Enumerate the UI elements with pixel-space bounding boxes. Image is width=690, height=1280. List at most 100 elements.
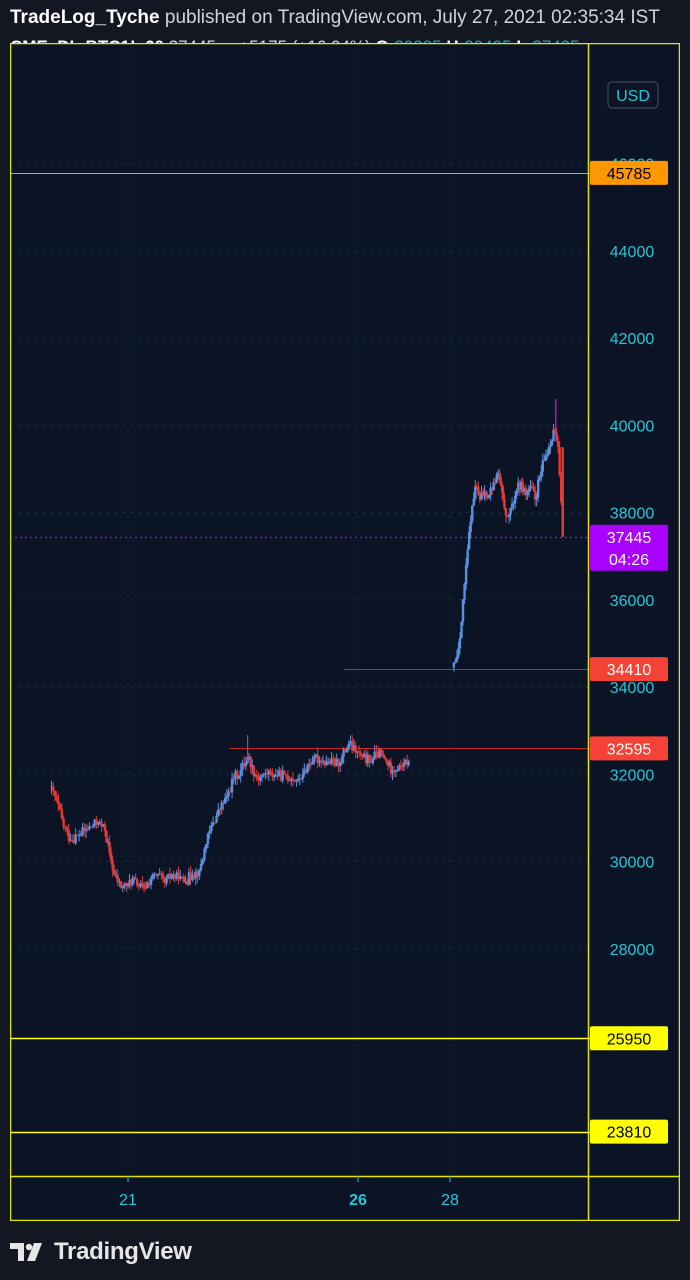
candle-body (500, 481, 503, 487)
candle-body (93, 819, 96, 827)
bar-countdown-text: 04:26 (609, 552, 649, 569)
candle-body (306, 765, 309, 773)
candle-body (349, 741, 352, 744)
candle-body (463, 584, 466, 600)
candle-body (544, 456, 548, 461)
price-level-tag (590, 1026, 668, 1051)
price-level-tag-text: 45785 (607, 166, 652, 183)
candle-body (376, 752, 380, 758)
candle-body (95, 819, 98, 825)
candle-body (203, 848, 206, 860)
candle-body (191, 874, 194, 880)
candle-body (86, 829, 89, 831)
candle-body (304, 769, 308, 773)
price-level-tag-text: 23810 (607, 1125, 652, 1142)
candle-body (399, 765, 403, 767)
candle-body (111, 860, 114, 871)
candle-body (466, 549, 469, 565)
price-tick-label[interactable]: 32000 (610, 767, 655, 784)
candle-body (357, 751, 361, 753)
last-price-tag (590, 524, 668, 571)
candle-body (244, 763, 248, 767)
price-level-tag (590, 160, 668, 185)
author-name[interactable]: TradeLog_Tyche (10, 7, 160, 28)
currency-badge-box[interactable] (607, 81, 659, 109)
candle-body (108, 841, 111, 853)
candle-body (471, 505, 474, 522)
candle-body (388, 762, 391, 766)
price-tick-label[interactable]: 40000 (610, 418, 655, 435)
candle-body (218, 809, 222, 811)
candle-body (326, 761, 330, 763)
price-chart[interactable]: 28000 30000 32000 34000 36000 38000 40000 42000… (10, 43, 680, 1221)
currency-badge-text[interactable]: USD (616, 88, 650, 105)
time-tick-label[interactable]: 28 (441, 1192, 459, 1209)
candle-body (234, 771, 237, 779)
candle-body (173, 874, 177, 879)
candle-body (543, 460, 546, 462)
candle-body (518, 482, 521, 490)
price-tick-label[interactable]: 44000 (610, 244, 655, 261)
price-tick-label[interactable]: 38000 (610, 506, 655, 523)
chart-frame (10, 43, 680, 1221)
candle-body (475, 486, 479, 488)
candle-body (118, 881, 121, 883)
candle-body (291, 778, 295, 780)
candle-body (186, 881, 189, 885)
time-tick-label[interactable]: 26 (349, 1192, 367, 1209)
candle-body (454, 661, 457, 663)
candle-body (170, 874, 173, 879)
time-axis[interactable]: 21 26 28 (119, 1176, 459, 1209)
candle-body (373, 751, 376, 759)
currency-badge[interactable]: USD (607, 81, 659, 109)
candle-body (298, 778, 301, 780)
candle-body (62, 818, 65, 827)
candle-body (251, 765, 254, 768)
candle-body (469, 521, 472, 532)
price-tick-label[interactable]: 42000 (610, 331, 655, 348)
candle-body (486, 497, 489, 499)
price-tick-label[interactable]: 34000 (610, 680, 655, 697)
candle-body (60, 809, 64, 819)
candle-body (520, 482, 523, 490)
candle-body (316, 754, 319, 763)
candle-body (489, 487, 492, 496)
chart-background (10, 43, 680, 1221)
candle-body (394, 770, 398, 772)
candle-body (113, 870, 116, 875)
candle-body (550, 440, 554, 446)
candle-body (211, 822, 215, 826)
price-tick-label[interactable]: 28000 (610, 942, 655, 959)
candle-body (257, 778, 260, 781)
candle-body (321, 760, 325, 762)
candle-body (530, 486, 534, 488)
candle-body (460, 621, 463, 639)
candle-body (184, 881, 187, 883)
candle-body (533, 490, 537, 500)
candle-body (64, 826, 67, 829)
candle-body (153, 874, 156, 876)
candle-body (210, 825, 213, 832)
candle-body (123, 883, 126, 887)
candle-body (501, 486, 505, 500)
candle-body (474, 486, 477, 499)
price-level-tag (590, 657, 668, 682)
candle-body (356, 751, 359, 753)
candle-body (79, 834, 83, 836)
published-text: published on TradingView.com, July 27, 2… (164, 7, 660, 28)
candle-body (229, 791, 232, 793)
candle-body (126, 883, 130, 886)
chart-area[interactable]: 28000 30000 32000 34000 36000 38000 40000 42000… (10, 43, 680, 1221)
price-tick-label[interactable]: 30000 (610, 855, 655, 872)
candle-body (192, 874, 196, 879)
candle-body (323, 760, 326, 766)
last-price-tag-text: 37445 (607, 530, 652, 547)
price-level-tag-text: 32595 (607, 741, 652, 758)
price-tick-label[interactable]: 36000 (610, 593, 655, 610)
candle-body (57, 800, 60, 805)
candle-body (521, 482, 525, 492)
candle-body (201, 859, 204, 865)
time-tick-label[interactable]: 21 (119, 1192, 137, 1209)
candle-body (391, 769, 394, 774)
candle-body (301, 774, 304, 779)
